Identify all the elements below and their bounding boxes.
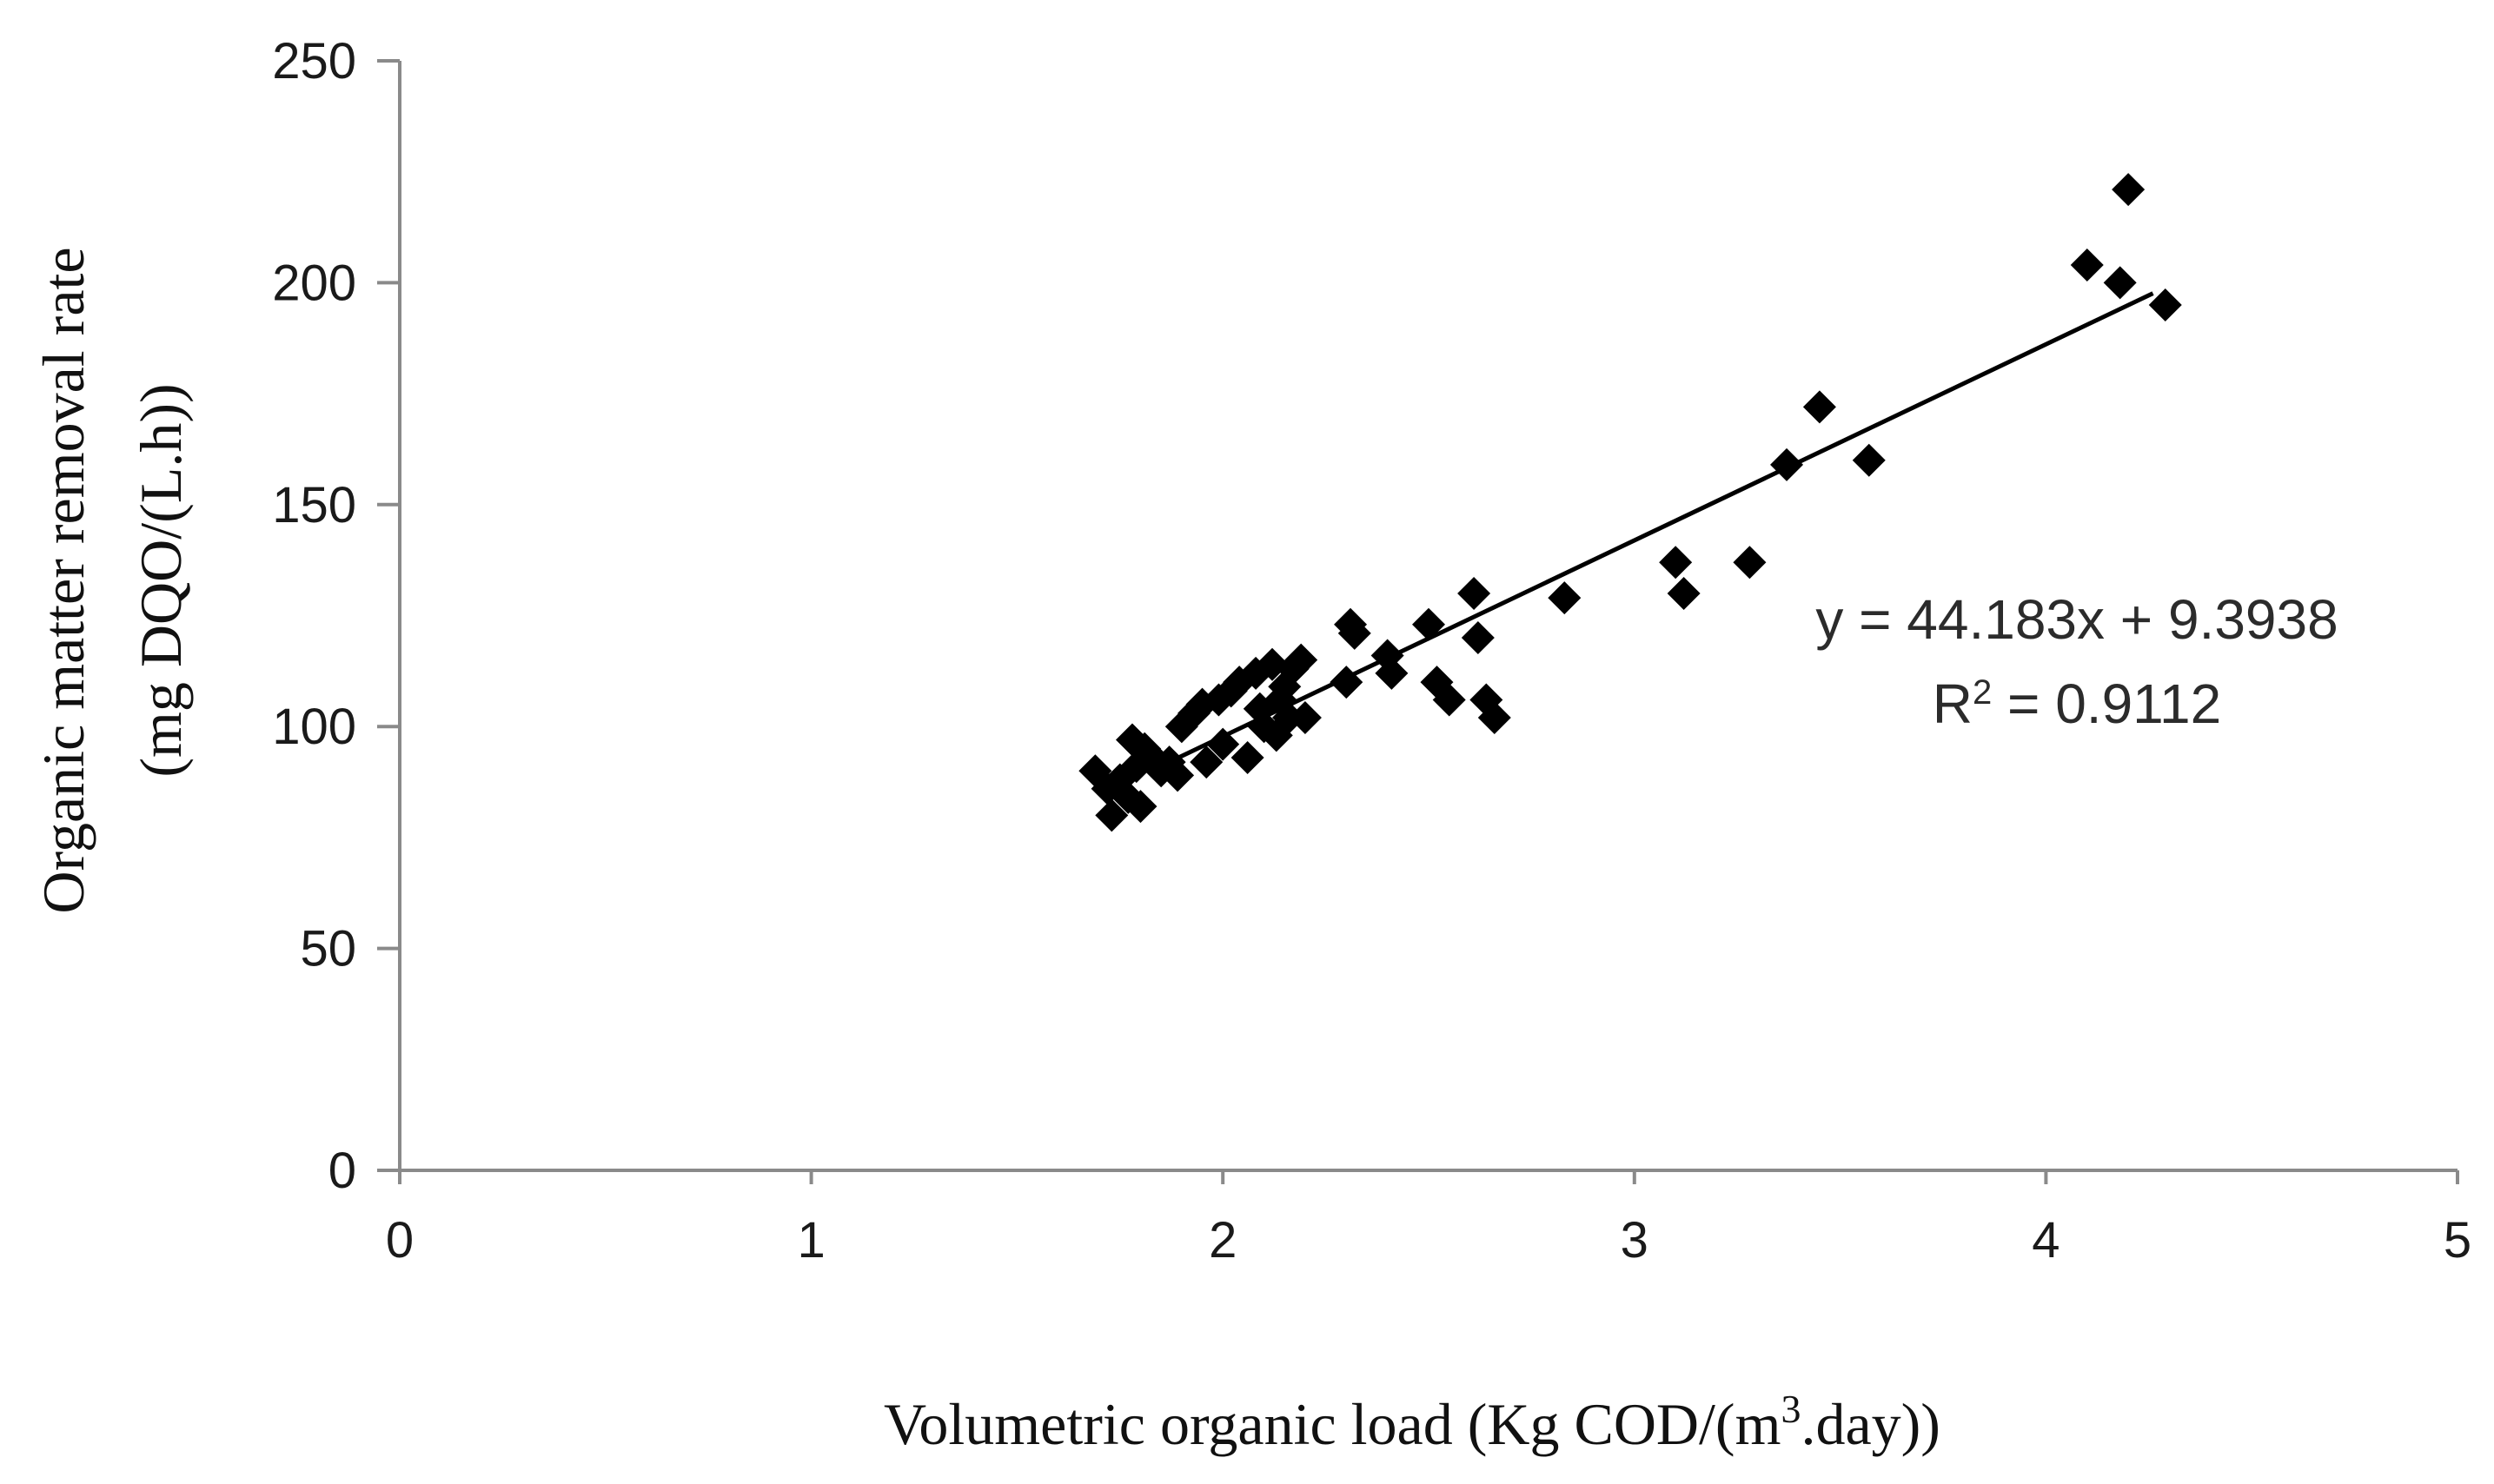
data-point (1667, 576, 1701, 610)
data-point (1161, 759, 1195, 792)
x-tick-label: 4 (2032, 1212, 2060, 1269)
data-point (1337, 616, 1371, 650)
data-point (1477, 700, 1511, 734)
data-point (1190, 745, 1224, 779)
y-tick-label: 150 (272, 477, 356, 533)
data-point (2103, 266, 2137, 300)
data-point (1230, 740, 1264, 774)
x-axis-ticks: 0 1 2 3 4 5 (386, 1170, 2471, 1269)
x-tick-label: 1 (797, 1212, 825, 1269)
trendline-equation: y = 44.183x + 9.3938 (1815, 588, 2338, 651)
y-tick-label: 50 (300, 921, 356, 977)
data-point (1375, 656, 1409, 690)
data-points (1078, 173, 2182, 832)
data-point (1852, 443, 1886, 477)
r-squared-label: R2 = 0.9112 (1933, 672, 2221, 735)
y-axis-title-line1: Organic matter removal rate (30, 247, 96, 913)
data-point (1802, 390, 1836, 424)
x-tick-label: 0 (386, 1212, 414, 1269)
data-point (1288, 700, 1322, 734)
x-axis-title: Volumetric organic load (Kg COD/(m3.day)… (884, 1387, 1940, 1458)
y-axis-ticks: 0 50 100 150 200 250 (272, 33, 400, 1199)
data-point (1432, 683, 1466, 717)
data-point (2070, 248, 2104, 282)
data-point (1659, 546, 1693, 580)
data-point (2112, 173, 2146, 207)
y-axis-title-line2: (mg DQO/(L.h)) (128, 383, 194, 777)
data-point (1124, 790, 1157, 824)
x-tick-label: 3 (1621, 1212, 1648, 1269)
data-point (1461, 621, 1495, 655)
data-point (1770, 447, 1804, 481)
data-point (1548, 581, 1582, 615)
data-point (1733, 546, 1767, 580)
data-point (1457, 576, 1491, 610)
y-tick-label: 200 (272, 255, 356, 311)
data-point (1095, 798, 1129, 832)
y-tick-label: 250 (272, 33, 356, 89)
y-tick-label: 100 (272, 699, 356, 755)
data-point (1330, 666, 1363, 699)
data-point (1412, 607, 1445, 641)
data-point (1284, 643, 1318, 677)
data-point (1206, 727, 1240, 761)
data-point (2148, 288, 2182, 321)
y-tick-label: 0 (328, 1143, 356, 1199)
x-tick-label: 5 (2444, 1212, 2471, 1269)
axes (398, 61, 2458, 1172)
x-tick-label: 2 (1209, 1212, 1237, 1269)
